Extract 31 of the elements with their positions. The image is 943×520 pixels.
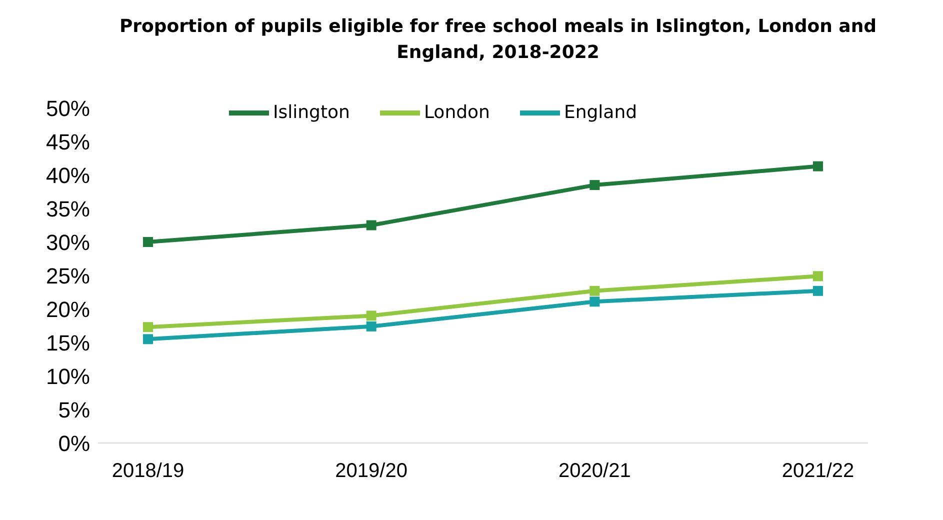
legend-label: England — [564, 102, 638, 123]
x-tick-label: 2018/19 — [112, 460, 184, 482]
y-tick-label: 0% — [58, 430, 90, 456]
y-tick-label: 50% — [46, 96, 90, 121]
y-tick-label: 30% — [46, 230, 90, 255]
x-tick-label: 2020/21 — [558, 460, 631, 482]
point — [143, 322, 153, 332]
y-tick-label: 15% — [46, 330, 90, 356]
point — [143, 334, 153, 344]
point — [143, 237, 153, 247]
y-tick-label: 5% — [58, 397, 90, 422]
y-tick-label: 35% — [46, 196, 90, 222]
x-tick-label: 2021/22 — [782, 460, 854, 482]
legend-label: Islington — [272, 102, 350, 123]
y-tick-label: 20% — [46, 296, 90, 322]
legend-label: London — [424, 102, 490, 123]
y-tick-label: 45% — [46, 129, 90, 154]
y-tick-label: 40% — [46, 162, 90, 188]
point — [813, 286, 823, 296]
point — [813, 271, 823, 282]
point — [813, 161, 823, 172]
point — [590, 286, 600, 296]
y-tick-label: 10% — [46, 364, 90, 389]
point — [590, 180, 600, 190]
point — [590, 296, 600, 307]
point — [366, 220, 376, 230]
y-tick-label: 25% — [46, 263, 90, 288]
point — [366, 310, 376, 321]
point — [366, 321, 376, 332]
chart-title: Proportion of pupils eligible for free school meals in Islington, London and England, 2018-2022 — [118, 15, 878, 65]
x-tick-label: 2019/20 — [335, 460, 408, 482]
